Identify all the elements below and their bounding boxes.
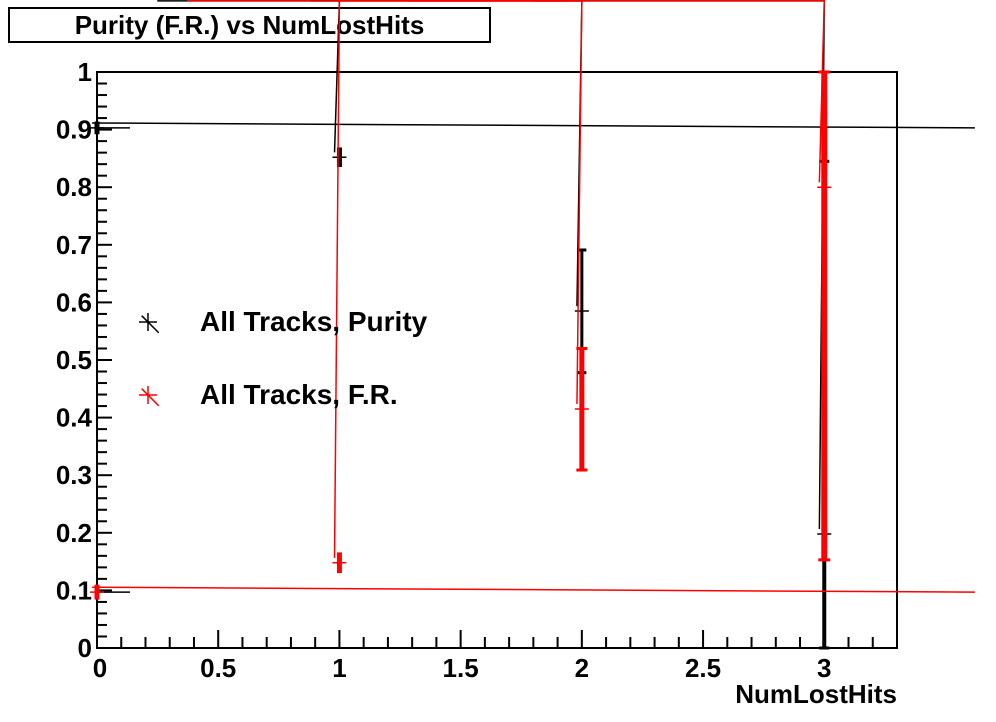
y-tick-label: 0.1 <box>56 575 92 605</box>
legend: All Tracks, Purity All Tracks, F.R. <box>137 305 427 412</box>
y-tick-label: 0.4 <box>56 403 93 433</box>
legend-item-fr: All Tracks, F.R. <box>137 378 427 412</box>
legend-label-purity: All Tracks, Purity <box>200 306 428 337</box>
y-tick-label: 0.7 <box>56 230 92 260</box>
y-tick-label: 0.9 <box>56 115 92 145</box>
asterisk-marker-icon <box>139 313 159 333</box>
legend-item-purity: All Tracks, Purity <box>137 305 427 339</box>
y-tick-label: 0.2 <box>56 518 92 548</box>
data-point-marker-all-tracks-f-r <box>408 0 589 416</box>
data-point-marker-all-tracks-f-r <box>332 0 563 570</box>
plot-frame <box>96 71 898 649</box>
x-tick-label: 1.5 <box>443 653 479 683</box>
y-tick-label: 0.5 <box>56 345 92 375</box>
data-point-marker-all-tracks-f-r <box>90 585 975 600</box>
data-point-marker-all-tracks-purity <box>311 0 589 319</box>
x-tick-label: 0.5 <box>200 653 236 683</box>
data-point-marker-all-tracks-purity <box>90 120 975 135</box>
y-tick-label: 0.3 <box>56 460 92 490</box>
y-tick-label: 1 <box>78 57 92 87</box>
data-point-marker-all-tracks-f-r <box>187 0 832 195</box>
chart-title-box: Purity (F.R.) vs NumLostHits <box>8 7 491 43</box>
x-tick-label: 1 <box>332 653 346 683</box>
asterisk-glyph <box>139 386 159 406</box>
x-tick-label: 0 <box>93 653 107 683</box>
data-point-marker-all-tracks-purity <box>157 0 347 165</box>
x-axis-title: NumLostHits <box>735 679 897 709</box>
asterisk-marker-icon <box>139 386 159 406</box>
y-tick-label: 0.8 <box>56 172 92 202</box>
asterisk-glyph <box>139 313 159 333</box>
x-tick-label: 2.5 <box>685 653 721 683</box>
y-tick-label: 0 <box>78 633 92 663</box>
x-tick-label: 2 <box>575 653 589 683</box>
chart-title: Purity (F.R.) vs NumLostHits <box>74 9 425 40</box>
x-tick-label: 3 <box>817 653 831 683</box>
legend-label-fr: All Tracks, F.R. <box>200 379 398 410</box>
y-tick-label: 0.6 <box>56 287 92 317</box>
